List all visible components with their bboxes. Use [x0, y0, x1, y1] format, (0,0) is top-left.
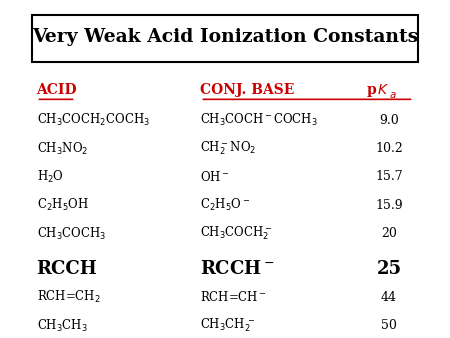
Text: CH$_3$CH$_2^{\,-}$: CH$_3$CH$_2^{\,-}$ [200, 317, 256, 334]
Text: CH$_3$COCH$_2$COCH$_3$: CH$_3$COCH$_2$COCH$_3$ [36, 112, 149, 128]
Text: 15.7: 15.7 [375, 170, 403, 184]
Text: 50: 50 [381, 319, 397, 332]
Text: 44: 44 [381, 291, 397, 304]
Text: CH$_3$COCH$_3$: CH$_3$COCH$_3$ [36, 226, 106, 242]
Text: 15.9: 15.9 [375, 199, 403, 212]
Text: 20: 20 [381, 227, 397, 240]
Text: RCH=CH$^-$: RCH=CH$^-$ [200, 290, 267, 304]
Text: $K$: $K$ [378, 83, 389, 97]
Text: RCH=CH$_2$: RCH=CH$_2$ [36, 289, 100, 305]
Text: Very Weak Acid Ionization Constants: Very Weak Acid Ionization Constants [32, 28, 418, 47]
Text: CH$_3$NO$_2$: CH$_3$NO$_2$ [36, 140, 88, 156]
Text: RCCH$^-$: RCCH$^-$ [200, 260, 275, 278]
Text: p: p [366, 83, 376, 97]
FancyBboxPatch shape [32, 15, 418, 62]
Text: CH$_3$COCH$_2^-$: CH$_3$COCH$_2^-$ [200, 225, 273, 242]
Text: CH$_3$CH$_3$: CH$_3$CH$_3$ [36, 318, 87, 334]
Text: 9.0: 9.0 [379, 114, 399, 126]
Text: CONJ. BASE: CONJ. BASE [200, 83, 295, 97]
Text: $a$: $a$ [389, 90, 396, 100]
Text: ACID: ACID [36, 83, 77, 97]
Text: C$_2$H$_5$O$^-$: C$_2$H$_5$O$^-$ [200, 197, 251, 213]
Text: CH$_2^-$NO$_2$: CH$_2^-$NO$_2$ [200, 140, 256, 157]
Text: 10.2: 10.2 [375, 142, 403, 155]
Text: OH$^-$: OH$^-$ [200, 170, 230, 184]
Text: RCCH: RCCH [36, 260, 97, 278]
Text: 25: 25 [376, 260, 401, 278]
Text: C$_2$H$_5$OH: C$_2$H$_5$OH [36, 197, 88, 213]
Text: CH$_3$COCH$^-$COCH$_3$: CH$_3$COCH$^-$COCH$_3$ [200, 112, 318, 128]
Text: H$_2$O: H$_2$O [36, 169, 63, 185]
